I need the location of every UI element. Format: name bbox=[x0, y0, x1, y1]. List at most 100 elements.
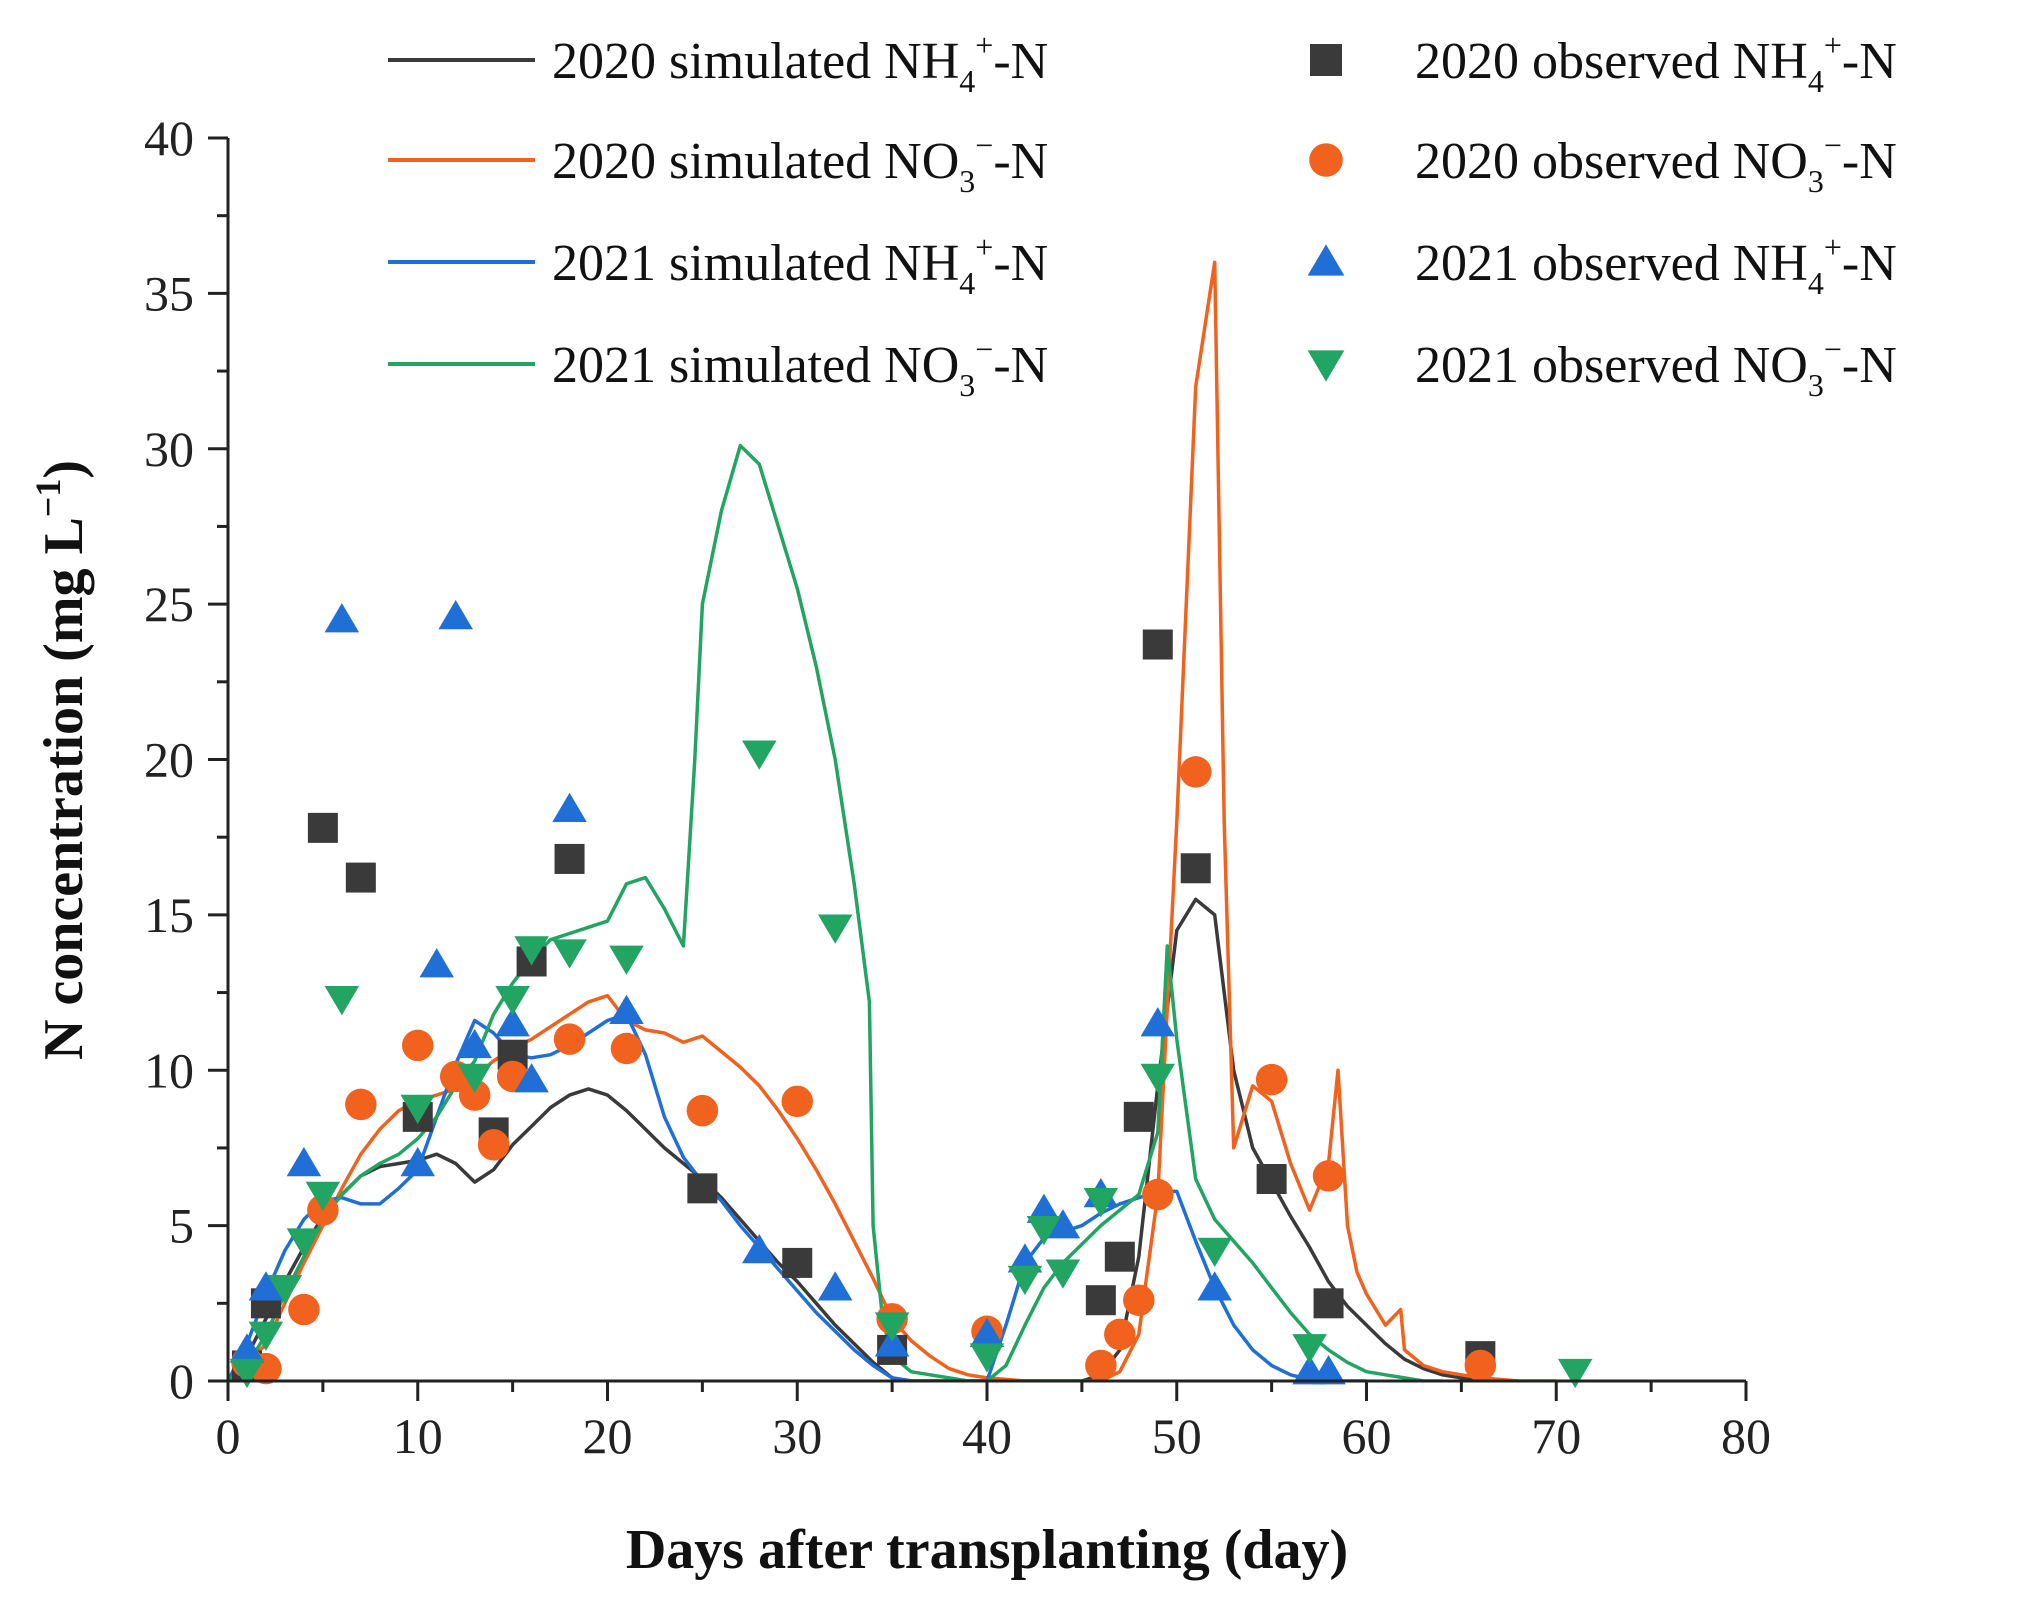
legend: 2020 simulated NH4+-N 2020 simulated NO3−… bbox=[388, 27, 1897, 403]
data-point-obs2020no3 bbox=[781, 1085, 813, 1118]
data-point-obs2021no3 bbox=[1557, 1358, 1593, 1389]
data-point-obs2021nh4 bbox=[286, 1146, 322, 1177]
data-point-obs2021nh4 bbox=[1311, 1355, 1346, 1385]
data-point-obs2021no3 bbox=[286, 1228, 322, 1258]
data-point-obs2020no3 bbox=[1123, 1284, 1155, 1316]
data-point-obs2021no3 bbox=[495, 986, 530, 1016]
legend-label-sim2020nh4: 2020 simulated NH4+-N bbox=[552, 27, 1048, 99]
data-point-obs2021no3 bbox=[324, 986, 360, 1016]
legend-swatch-obs2020nh4 bbox=[1310, 44, 1342, 76]
series-markers-obs2020nh4 bbox=[231, 629, 1496, 1381]
data-point-obs2021no3 bbox=[305, 1181, 341, 1212]
data-point-obs2020nh4 bbox=[1085, 1285, 1116, 1316]
observed-markers bbox=[229, 600, 1593, 1389]
data-point-obs2021nh4 bbox=[400, 1146, 435, 1177]
x-tick-label: 30 bbox=[772, 1408, 822, 1464]
data-point-obs2020nh4 bbox=[687, 1173, 718, 1204]
simulated-lines bbox=[228, 260, 1557, 1381]
y-tick-label: 40 bbox=[144, 110, 194, 166]
data-point-obs2021nh4 bbox=[248, 1271, 284, 1301]
data-point-obs2021nh4 bbox=[457, 1028, 492, 1059]
data-point-obs2020no3 bbox=[345, 1088, 377, 1121]
x-tick-label: 0 bbox=[216, 1408, 241, 1464]
data-point-obs2021no3 bbox=[248, 1321, 284, 1351]
data-point-obs2021nh4 bbox=[1007, 1243, 1043, 1273]
data-point-obs2021no3 bbox=[1007, 1265, 1043, 1295]
y-axis-title-end: ) bbox=[33, 460, 95, 479]
data-point-obs2020no3 bbox=[1255, 1063, 1288, 1096]
legend-label-obs2021no3: 2021 observed NO3−-N bbox=[1415, 331, 1897, 403]
x-axis-title: Days after transplanting (day) bbox=[626, 1519, 1348, 1581]
data-point-obs2021nh4 bbox=[1026, 1193, 1062, 1223]
data-point-obs2021no3 bbox=[1140, 1063, 1176, 1093]
legend-swatch-obs2021no3 bbox=[1307, 350, 1345, 382]
data-point-obs2021no3 bbox=[229, 1358, 265, 1389]
legend-label-obs2020nh4: 2020 observed NH4+-N bbox=[1415, 27, 1897, 99]
legend-label-obs2021nh4: 2021 observed NH4+-N bbox=[1415, 229, 1897, 301]
data-point-obs2021no3 bbox=[457, 1063, 492, 1093]
data-point-obs2021no3 bbox=[1083, 1188, 1119, 1218]
x-tick-label: 80 bbox=[1721, 1408, 1771, 1464]
y-tick-label: 25 bbox=[144, 576, 194, 632]
series-markers-obs2020no3 bbox=[231, 756, 1497, 1385]
data-point-obs2021nh4 bbox=[874, 1327, 910, 1357]
data-point-obs2021nh4 bbox=[969, 1317, 1005, 1348]
data-point-obs2020no3 bbox=[1464, 1349, 1497, 1382]
y-axis-title-main: N concentration (mg L bbox=[33, 517, 95, 1060]
data-point-obs2021nh4 bbox=[229, 1333, 265, 1363]
x-tick-label: 50 bbox=[1152, 1408, 1202, 1464]
axes bbox=[208, 136, 1748, 1401]
data-point-obs2020nh4 bbox=[554, 843, 585, 874]
y-tick-label: 5 bbox=[169, 1198, 194, 1254]
legend-label-sim2021nh4: 2021 simulated NH4+-N bbox=[552, 229, 1048, 301]
data-point-obs2020no3 bbox=[288, 1293, 320, 1326]
data-point-obs2021no3 bbox=[1292, 1334, 1327, 1364]
y-tick-label: 35 bbox=[144, 265, 194, 321]
data-point-obs2020nh4 bbox=[1313, 1288, 1344, 1319]
data-point-obs2020nh4 bbox=[782, 1247, 813, 1278]
legend-label-sim2021no3: 2021 simulated NO3−-N bbox=[552, 331, 1048, 403]
data-point-obs2021nh4 bbox=[742, 1233, 777, 1264]
legend-label-obs2020no3: 2020 observed NO3−-N bbox=[1415, 127, 1897, 199]
data-point-obs2021no3 bbox=[400, 1094, 435, 1125]
data-point-obs2020no3 bbox=[477, 1129, 510, 1161]
data-point-obs2021nh4 bbox=[609, 994, 644, 1024]
data-point-obs2020no3 bbox=[610, 1032, 643, 1065]
data-point-obs2020nh4 bbox=[1256, 1164, 1287, 1195]
series-line-sim2020nh4 bbox=[228, 897, 1519, 1381]
data-point-obs2021nh4 bbox=[1045, 1209, 1081, 1239]
data-point-obs2020no3 bbox=[1085, 1349, 1117, 1382]
data-point-obs2021no3 bbox=[609, 945, 644, 975]
data-point-obs2021no3 bbox=[742, 740, 777, 770]
legend-swatch-obs2021nh4 bbox=[1307, 244, 1345, 276]
data-point-obs2021no3 bbox=[514, 936, 549, 966]
y-tick-label: 20 bbox=[144, 732, 194, 788]
x-tick-label: 10 bbox=[393, 1408, 443, 1464]
y-axis-title: N concentration (mg L−1) bbox=[28, 460, 95, 1060]
data-point-obs2021no3 bbox=[1045, 1259, 1081, 1289]
data-point-obs2021no3 bbox=[552, 939, 587, 969]
data-point-obs2020no3 bbox=[1104, 1318, 1136, 1351]
data-point-obs2021nh4 bbox=[438, 600, 473, 630]
series-markers-obs2021nh4 bbox=[229, 600, 1346, 1385]
series-line-sim2021nh4 bbox=[228, 1012, 1367, 1381]
data-point-obs2020no3 bbox=[1179, 756, 1212, 788]
data-point-obs2020no3 bbox=[402, 1029, 434, 1062]
y-tick-label: 0 bbox=[169, 1353, 194, 1409]
series-line-sim2020no3 bbox=[228, 260, 1557, 1381]
x-tick-label: 40 bbox=[962, 1408, 1012, 1464]
data-point-obs2020no3 bbox=[553, 1023, 586, 1055]
data-point-obs2020no3 bbox=[1312, 1160, 1345, 1192]
data-point-obs2021nh4 bbox=[324, 603, 360, 633]
data-point-obs2021no3 bbox=[1197, 1237, 1232, 1267]
data-point-obs2021nh4 bbox=[495, 1007, 530, 1037]
legend-swatch-obs2020no3 bbox=[1309, 143, 1343, 177]
tick-labels: 0 10 20 30 40 50 60 70 80 0 5 10 15 20 25 30 35 40 bbox=[144, 110, 1771, 1464]
data-point-obs2020nh4 bbox=[1104, 1241, 1135, 1272]
data-point-obs2021no3 bbox=[874, 1312, 910, 1342]
y-tick-label: 30 bbox=[144, 421, 194, 477]
y-tick-label: 15 bbox=[144, 887, 194, 943]
data-point-obs2021no3 bbox=[1026, 1215, 1062, 1246]
data-point-obs2020nh4 bbox=[1180, 853, 1211, 884]
data-point-obs2021nh4 bbox=[419, 948, 454, 978]
